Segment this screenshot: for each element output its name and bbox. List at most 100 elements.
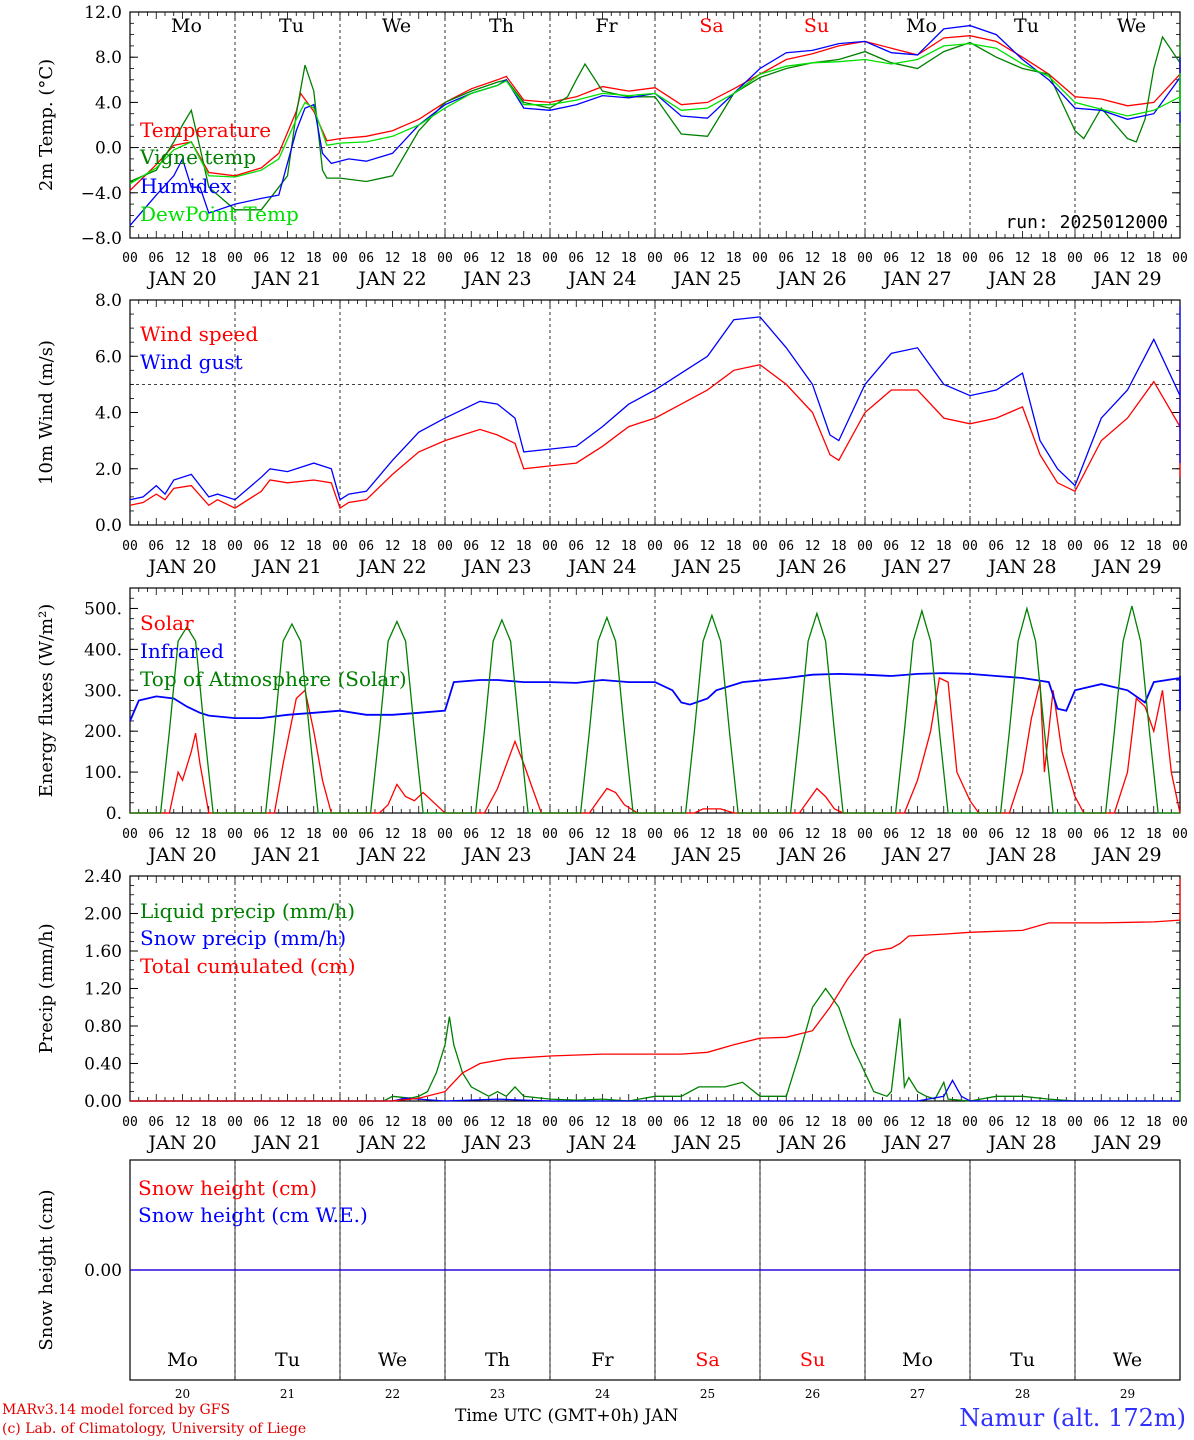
hour-label: 12 bbox=[1120, 1115, 1136, 1130]
date-label: JAN 21 bbox=[251, 556, 321, 578]
y-tick-label: 2.0 bbox=[95, 460, 122, 480]
legend-entry: Total cumulated (cm) bbox=[140, 954, 356, 978]
y-tick-label: 12.0 bbox=[84, 3, 122, 23]
hour-label: 00 bbox=[752, 827, 768, 842]
hour-label: 06 bbox=[568, 251, 584, 266]
hour-label: 18 bbox=[1041, 827, 1057, 842]
date-label: JAN 23 bbox=[461, 844, 531, 866]
hour-label: 00 bbox=[437, 827, 453, 842]
date-label: JAN 24 bbox=[566, 844, 636, 866]
day-number: 27 bbox=[910, 1387, 925, 1401]
date-label: JAN 21 bbox=[251, 1132, 321, 1154]
date-label: JAN 23 bbox=[461, 1132, 531, 1154]
y-tick-label: 2.00 bbox=[84, 905, 122, 925]
legend-entry: Wind gust bbox=[140, 350, 243, 374]
y-tick-label: 2.40 bbox=[84, 867, 122, 887]
day-name: We bbox=[1117, 15, 1146, 37]
hour-label: 06 bbox=[463, 1115, 479, 1130]
hour-label: 12 bbox=[805, 827, 821, 842]
hour-label: 12 bbox=[1015, 251, 1031, 266]
hour-label: 06 bbox=[673, 1115, 689, 1130]
date-label: JAN 21 bbox=[251, 844, 321, 866]
series-line bbox=[129, 42, 1181, 185]
date-label: JAN 28 bbox=[986, 844, 1056, 866]
hour-label: 18 bbox=[936, 827, 952, 842]
day-number: 24 bbox=[595, 1387, 611, 1401]
hour-label: 12 bbox=[910, 251, 926, 266]
date-label: JAN 23 bbox=[461, 268, 531, 290]
hour-label: 00 bbox=[752, 539, 768, 554]
hour-label: 06 bbox=[883, 1115, 899, 1130]
hour-label: 12 bbox=[1120, 539, 1136, 554]
hour-label: 12 bbox=[1015, 539, 1031, 554]
series-line bbox=[130, 1079, 1180, 1102]
hour-label: 12 bbox=[1120, 827, 1136, 842]
hour-label: 18 bbox=[831, 1115, 847, 1130]
hour-label: 06 bbox=[463, 251, 479, 266]
date-label: JAN 22 bbox=[356, 844, 426, 866]
x-axis-title: Time UTC (GMT+0h) JAN bbox=[455, 1406, 679, 1426]
day-name: Tu bbox=[275, 1349, 300, 1371]
hour-label: 12 bbox=[280, 827, 296, 842]
hour-label: 12 bbox=[805, 251, 821, 266]
hour-label: 06 bbox=[358, 251, 374, 266]
hour-label: 00 bbox=[752, 251, 768, 266]
hour-label: 12 bbox=[595, 251, 611, 266]
hour-label: 12 bbox=[910, 539, 926, 554]
day-number: 29 bbox=[1120, 1387, 1135, 1401]
hour-label: 12 bbox=[595, 1115, 611, 1130]
date-label: JAN 25 bbox=[671, 1132, 741, 1154]
day-name: Fr bbox=[591, 1349, 614, 1371]
hour-label: 06 bbox=[358, 1115, 374, 1130]
y-tick-label: 0. bbox=[106, 804, 122, 824]
hour-label: 00 bbox=[542, 1115, 558, 1130]
hour-label: 06 bbox=[358, 539, 374, 554]
hour-label: 06 bbox=[673, 539, 689, 554]
hour-label: 18 bbox=[1041, 251, 1057, 266]
hour-label: 00 bbox=[647, 539, 663, 554]
date-label: JAN 20 bbox=[146, 844, 216, 866]
day-name: We bbox=[1113, 1349, 1142, 1371]
day-number: 25 bbox=[700, 1387, 715, 1401]
y-tick-label: 0.0 bbox=[95, 516, 122, 536]
y-tick-label: 0.40 bbox=[84, 1055, 122, 1075]
hour-label: 18 bbox=[831, 539, 847, 554]
y-tick-label: −4.0 bbox=[81, 184, 122, 204]
day-name: Sa bbox=[695, 1349, 719, 1371]
hour-label: 06 bbox=[463, 827, 479, 842]
date-label: JAN 26 bbox=[776, 844, 846, 866]
hour-label: 12 bbox=[1120, 251, 1136, 266]
hour-label: 06 bbox=[1093, 251, 1109, 266]
date-label: JAN 29 bbox=[1091, 1132, 1161, 1154]
hour-label: 18 bbox=[1146, 251, 1162, 266]
date-label: JAN 28 bbox=[986, 556, 1056, 578]
hour-label: 18 bbox=[516, 251, 532, 266]
hour-label: 18 bbox=[201, 251, 217, 266]
hour-label: 12 bbox=[1015, 1115, 1031, 1130]
hour-label: 18 bbox=[516, 827, 532, 842]
hour-label: 18 bbox=[516, 1115, 532, 1130]
day-name: Sa bbox=[699, 15, 723, 37]
date-label: JAN 27 bbox=[881, 556, 951, 578]
hour-label: 06 bbox=[568, 539, 584, 554]
hour-label: 00 bbox=[962, 539, 978, 554]
hour-label: 18 bbox=[726, 251, 742, 266]
hour-label: 00 bbox=[647, 251, 663, 266]
hour-label: 12 bbox=[700, 251, 716, 266]
hour-label: 06 bbox=[883, 827, 899, 842]
model-credit: MARv3.14 model forced by GFS bbox=[2, 1402, 231, 1418]
hour-label: 00 bbox=[1067, 827, 1083, 842]
hour-label: 06 bbox=[148, 827, 164, 842]
hour-label: 06 bbox=[988, 1115, 1004, 1130]
hour-label: 12 bbox=[280, 539, 296, 554]
hour-label: 06 bbox=[148, 251, 164, 266]
hour-label: 06 bbox=[253, 539, 269, 554]
date-label: JAN 20 bbox=[146, 556, 216, 578]
hour-label: 18 bbox=[621, 251, 637, 266]
hour-label: 00 bbox=[647, 1115, 663, 1130]
date-label: JAN 28 bbox=[986, 268, 1056, 290]
location-label: Namur (alt. 172m) bbox=[959, 1404, 1186, 1432]
hour-label: 18 bbox=[306, 827, 322, 842]
hour-label: 12 bbox=[385, 1115, 401, 1130]
